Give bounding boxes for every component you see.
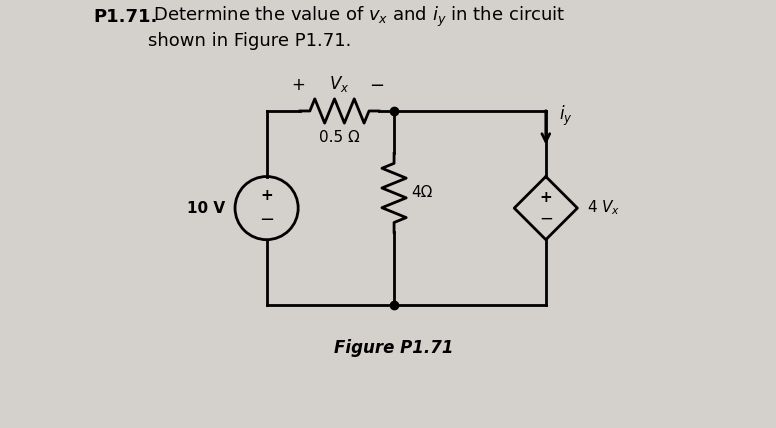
Text: +: + <box>260 188 273 203</box>
Text: 0.5 Ω: 0.5 Ω <box>319 131 360 146</box>
Text: Determine the value of $v_x$ and $i_y$ in the circuit: Determine the value of $v_x$ and $i_y$ i… <box>148 5 566 29</box>
Text: $i_y$: $i_y$ <box>559 104 573 128</box>
Text: shown in Figure P1.71.: shown in Figure P1.71. <box>148 32 352 50</box>
Text: 10 V: 10 V <box>187 201 225 216</box>
Text: −: − <box>369 77 385 95</box>
Text: 4 $V_x$: 4 $V_x$ <box>587 199 621 217</box>
Text: $V_x$: $V_x$ <box>329 74 350 94</box>
Text: +: + <box>291 76 305 94</box>
Text: −: − <box>259 211 274 229</box>
Text: −: − <box>539 210 553 228</box>
Text: +: + <box>539 190 553 205</box>
Text: 4Ω: 4Ω <box>411 185 432 200</box>
Text: P1.71.: P1.71. <box>94 8 158 26</box>
Text: Figure P1.71: Figure P1.71 <box>334 339 454 357</box>
